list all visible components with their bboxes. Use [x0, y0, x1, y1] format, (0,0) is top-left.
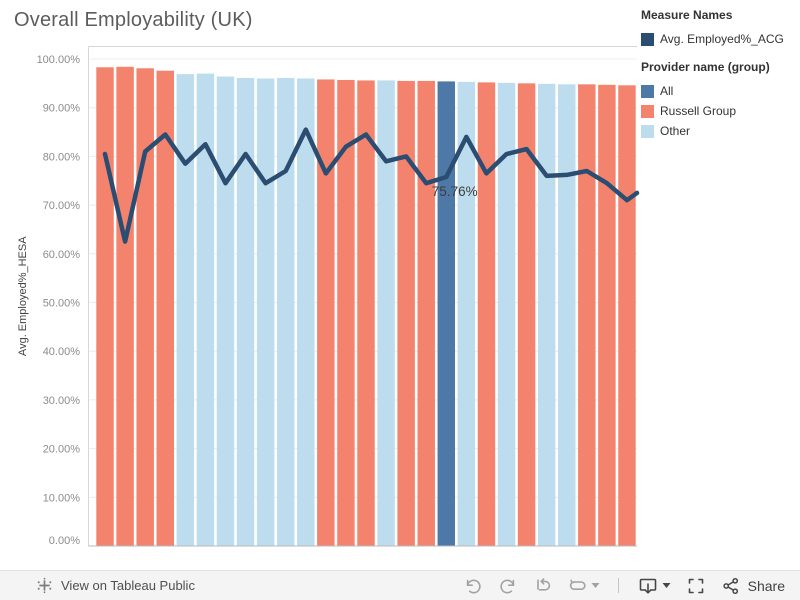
y-tick-label: 70.00% [43, 200, 81, 212]
bar-3-russell-group[interactable] [136, 68, 154, 546]
bar-9-other[interactable] [256, 78, 275, 546]
legend-measure-title: Measure Names [641, 8, 733, 22]
tableau-bottom-toolbar: View on Tableau Public [0, 570, 800, 600]
share-label: Share [747, 577, 785, 594]
russell-group-label: Russell Group [660, 104, 737, 118]
refresh-caret-icon [591, 583, 600, 588]
redo-icon [499, 579, 514, 593]
page-title: Overall Employability (UK) [14, 9, 253, 31]
bar-7-other[interactable] [216, 76, 235, 546]
legend-item-acg[interactable]: Avg. Employed%_ACG [641, 29, 797, 49]
bar-10-other[interactable] [276, 77, 295, 547]
reset-icon [536, 577, 550, 591]
bar-23-other[interactable] [537, 83, 556, 546]
other-swatch [641, 124, 654, 138]
y-tick-label: 100.00% [37, 54, 81, 66]
redo-button[interactable] [497, 575, 519, 597]
share-button[interactable]: Share [720, 575, 786, 597]
bar-15-other[interactable] [377, 80, 395, 547]
acg-label: Avg. Employed%_ACG [660, 32, 784, 46]
bar-16-russell-group[interactable] [397, 80, 415, 547]
y-tick-label: 50.00% [43, 298, 81, 310]
legend-gap [641, 49, 797, 58]
share-icon [722, 577, 738, 594]
tableau-logo-icon [37, 577, 52, 594]
refresh-icon [569, 579, 586, 590]
bar-17-russell-group[interactable] [417, 80, 435, 547]
legend-item-other[interactable]: Other [641, 121, 797, 141]
y-tick-label: 40.00% [43, 346, 81, 358]
legend-item-all[interactable]: All [641, 81, 797, 101]
acg-swatch [641, 32, 654, 46]
download-icon [639, 578, 656, 594]
toolbar-actions: Share [462, 574, 786, 598]
all-swatch [641, 84, 654, 98]
bar-13-russell-group[interactable] [337, 79, 355, 546]
y-tick-label: 30.00% [43, 395, 81, 407]
acg-line[interactable] [102, 127, 640, 244]
legend-provider-title: Provider name (group) [641, 60, 770, 74]
y-tick-label: 20.00% [43, 444, 81, 456]
y-tick-label: 10.00% [43, 492, 81, 504]
bar-24-other[interactable] [558, 84, 576, 546]
bar-12-russell-group[interactable] [317, 79, 335, 546]
view-on-tableau-public-link[interactable]: View on Tableau Public [36, 577, 195, 594]
bar-6-other[interactable] [196, 73, 215, 547]
employability-chart: 100.00% 90.00% 80.00% 70.00% 60.00% 50.00% 40.… [17, 46, 640, 547]
legend-item-russell-group[interactable]: Russell Group [641, 101, 797, 121]
bar-21-other[interactable] [497, 82, 516, 547]
refresh-button[interactable] [567, 575, 601, 597]
bar-11-other[interactable] [297, 78, 315, 546]
bar-2-russell-group[interactable] [116, 66, 134, 546]
toolbar-separator [617, 578, 619, 593]
bar-25-russell-group[interactable] [578, 84, 596, 546]
fullscreen-button[interactable] [685, 575, 707, 597]
fullscreen-icon [688, 578, 703, 593]
bar-22-russell-group[interactable] [517, 83, 536, 546]
russell-group-swatch [641, 104, 654, 118]
bar-4-russell-group[interactable] [156, 70, 174, 546]
undo-button[interactable] [462, 575, 484, 597]
bar-14-russell-group[interactable] [357, 80, 375, 547]
annotation-75-76: 75.76% [432, 184, 478, 199]
bar-26-russell-group[interactable] [598, 84, 616, 546]
bar-20-russell-group[interactable] [477, 82, 496, 546]
y-tick-label: 60.00% [43, 249, 81, 261]
all-label: All [660, 84, 674, 98]
bar-8-other[interactable] [236, 77, 255, 547]
y-tick-label: 90.00% [43, 103, 81, 115]
bar-5-other[interactable] [176, 74, 195, 546]
download-caret-icon [662, 583, 671, 588]
view-on-tableau-public-label: View on Tableau Public [61, 578, 195, 593]
y-tick-label: 80.00% [43, 151, 81, 163]
bar-18-all[interactable] [437, 81, 456, 547]
legend-panel: Measure Names Avg. Employed%_ACG Provide… [641, 6, 797, 141]
bar-1-russell-group[interactable] [96, 67, 114, 546]
y-tick-label: 0.00% [49, 535, 80, 547]
y-axis-title: Avg. Employed%_HESA [17, 236, 29, 356]
undo-icon [466, 579, 481, 593]
reset-button[interactable] [532, 575, 554, 597]
bar-19-other[interactable] [457, 81, 476, 546]
download-button[interactable] [636, 574, 672, 598]
bar-27-russell-group[interactable] [618, 85, 636, 547]
other-label: Other [660, 124, 691, 138]
